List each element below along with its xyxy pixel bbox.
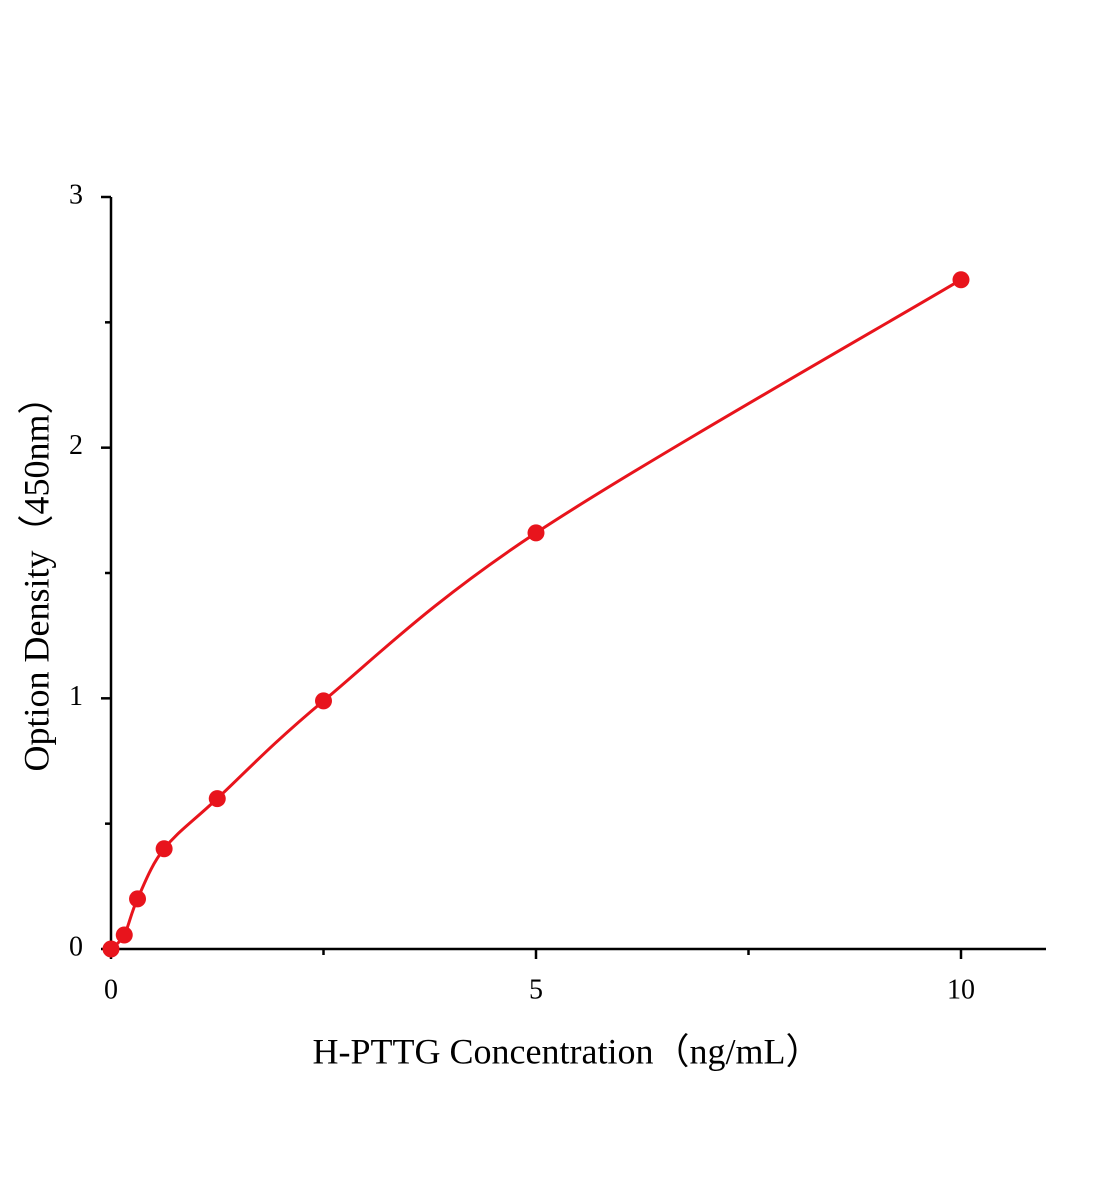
data-point: [952, 271, 970, 289]
data-point: [129, 890, 147, 908]
y-axis-label: Option Density（450nm）: [16, 379, 56, 772]
data-point: [102, 940, 120, 958]
data-point: [208, 790, 226, 808]
x-axis-label: H-PTTG Concentration（ng/mL）: [313, 1031, 822, 1071]
x-tick-label: 0: [104, 974, 118, 1005]
x-tick-label: 5: [529, 974, 543, 1005]
y-tick-label: 1: [69, 681, 83, 712]
y-tick-label: 0: [69, 931, 83, 962]
x-tick-label: 10: [947, 974, 975, 1005]
fit-curve: [109, 278, 962, 951]
data-point: [527, 524, 545, 542]
y-tick-label: 2: [69, 430, 83, 461]
data-point: [155, 840, 173, 858]
data-point: [115, 926, 133, 944]
data-point: [315, 692, 332, 710]
y-tick-label: 3: [69, 179, 83, 210]
